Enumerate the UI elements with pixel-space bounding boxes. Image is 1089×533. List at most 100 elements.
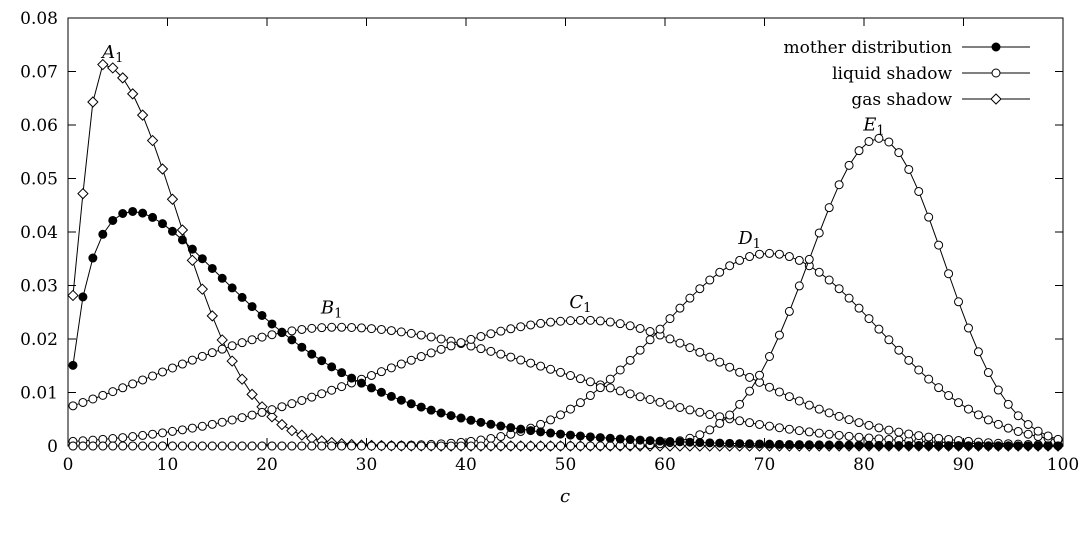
data-point-85 [914, 441, 924, 451]
data-point-64 [705, 438, 715, 448]
data-point-46 [526, 320, 536, 330]
data-point-20 [267, 319, 277, 329]
data-point-34 [406, 441, 416, 451]
data-point-60 [665, 314, 675, 324]
x-tick-label-8: 80 [853, 455, 875, 475]
data-point-22 [286, 424, 298, 437]
data-point-52 [585, 391, 595, 401]
data-point-13 [197, 351, 207, 361]
data-point-75 [814, 228, 824, 238]
data-point-42 [486, 433, 496, 443]
data-point-18 [247, 410, 257, 420]
data-point-82 [884, 425, 894, 435]
data-point-42 [486, 346, 496, 356]
data-point-58 [645, 436, 655, 446]
data-point-46 [526, 426, 536, 436]
data-point-35 [416, 330, 426, 340]
data-point-71 [774, 249, 784, 259]
data-point-65 [715, 267, 725, 277]
data-point-10 [167, 441, 177, 451]
data-point-72 [784, 252, 794, 262]
data-point-47 [536, 419, 546, 429]
series-line [72, 63, 1059, 447]
annotation-subscript: 1 [334, 306, 342, 321]
data-point-78 [844, 160, 854, 170]
data-point-84 [904, 164, 914, 174]
data-point-27 [337, 382, 347, 392]
data-point-7 [138, 430, 148, 440]
data-point-77 [834, 284, 844, 294]
data-point-75 [814, 267, 824, 277]
x-tick-label-1: 10 [157, 455, 179, 475]
data-point-43 [496, 421, 506, 431]
axis-ticks: 0 10 20 30 40 50 60 70 80 90 100 0 0.01 0.02 0.03 0.04 0… [20, 9, 1079, 475]
data-point-26 [327, 322, 337, 332]
data-point-92 [983, 415, 993, 425]
data-point-47 [536, 441, 546, 451]
data-point-2 [87, 96, 99, 108]
data-point-56 [625, 389, 635, 399]
data-point-69 [755, 370, 765, 380]
legend-entry-2: gas shadow [851, 90, 1030, 110]
data-point-69 [755, 439, 765, 449]
data-point-82 [884, 137, 894, 147]
data-point-45 [516, 441, 526, 451]
data-point-14 [207, 419, 217, 429]
data-point-16 [227, 441, 237, 451]
data-point-38 [446, 341, 456, 351]
y-tick-label-1: 0.01 [20, 384, 58, 404]
data-point-23 [297, 342, 307, 352]
data-point-91 [973, 441, 983, 451]
annotation-subscript: 1 [876, 123, 884, 138]
data-point-64 [705, 352, 715, 362]
data-point-87 [934, 240, 944, 250]
data-point-8 [148, 441, 158, 451]
data-point-1 [78, 292, 88, 302]
data-point-71 [774, 439, 784, 449]
data-point-57 [635, 392, 645, 402]
data-point-80 [864, 314, 874, 324]
data-point-36 [426, 332, 436, 342]
data-point-73 [794, 426, 804, 436]
data-point-1 [78, 441, 88, 451]
data-point-72 [784, 439, 794, 449]
data-point-24 [307, 392, 317, 402]
data-point-94 [1003, 399, 1013, 409]
data-point-19 [257, 310, 267, 320]
data-point-63 [695, 284, 705, 294]
data-point-95 [1013, 426, 1023, 436]
x-axis-label: c [560, 486, 570, 507]
data-point-18 [247, 335, 257, 345]
series-curve-B [68, 322, 1063, 450]
data-point-68 [745, 372, 755, 382]
data-point-0 [67, 289, 79, 302]
data-point-84 [904, 355, 914, 365]
data-point-25 [317, 323, 327, 333]
data-point-88 [944, 269, 954, 279]
data-point-84 [904, 440, 914, 450]
data-point-55 [615, 365, 625, 375]
data-point-57 [635, 345, 645, 355]
data-point-87 [934, 441, 944, 451]
data-point-50 [565, 441, 575, 451]
data-point-1 [77, 187, 89, 200]
data-point-4 [108, 434, 118, 444]
data-point-44 [506, 423, 516, 433]
data-point-17 [236, 373, 248, 385]
data-point-32 [386, 441, 396, 451]
data-point-78 [844, 440, 854, 450]
x-tick-label-0: 0 [63, 455, 74, 475]
data-point-18 [247, 302, 257, 312]
data-point-7 [136, 109, 149, 121]
data-point-12 [186, 254, 199, 267]
data-point-7 [138, 208, 148, 218]
data-point-31 [376, 387, 386, 397]
data-point-67 [735, 367, 745, 377]
data-point-25 [317, 356, 327, 366]
data-point-81 [874, 324, 884, 334]
data-point-74 [804, 254, 814, 264]
data-point-62 [685, 437, 695, 447]
data-point-70 [764, 352, 774, 362]
data-point-30 [366, 370, 376, 380]
data-point-21 [277, 402, 287, 412]
